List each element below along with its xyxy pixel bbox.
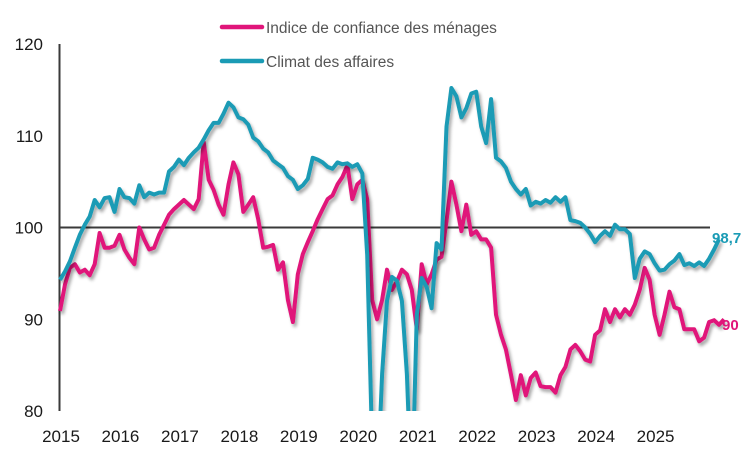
y-axis-ticks: 80 90 100 110 120 (15, 35, 43, 421)
legend-label-menages: Indice de confiance des ménages (266, 20, 497, 37)
y-tick-label: 110 (16, 127, 43, 146)
legend-item-menages: Indice de confiance des ménages (219, 20, 497, 37)
x-tick-label: 2023 (518, 427, 556, 446)
x-tick-label: 2015 (42, 427, 80, 446)
series-line-menages (58, 140, 726, 402)
y-tick-label: 80 (24, 402, 43, 421)
legend-label-affaires: Climat des affaires (266, 54, 394, 71)
y-tick-label: 100 (15, 219, 43, 238)
x-tick-label: 2021 (399, 427, 437, 446)
x-tick-label: 2024 (577, 427, 615, 446)
x-tick-label: 2019 (280, 427, 318, 446)
legend: Indice de confiance des ménages Climat d… (219, 20, 497, 71)
end-label-menages: 90 (722, 317, 739, 334)
x-tick-label: 2025 (637, 427, 675, 446)
y-tick-label: 90 (24, 310, 43, 329)
legend-item-affaires: Climat des affaires (219, 54, 394, 71)
x-tick-label: 2022 (458, 427, 496, 446)
series-line-affaires (58, 86, 721, 411)
end-label-affaires: 98,7 (712, 230, 741, 247)
x-tick-label: 2017 (161, 427, 199, 446)
x-tick-label: 2020 (339, 427, 377, 446)
x-axis-ticks: 2015 2016 2017 2018 2019 2020 2021 2022 2023 2024… (42, 427, 674, 446)
x-tick-label: 2018 (220, 427, 258, 446)
y-tick-label: 120 (15, 35, 43, 54)
x-tick-label: 2016 (102, 427, 140, 446)
